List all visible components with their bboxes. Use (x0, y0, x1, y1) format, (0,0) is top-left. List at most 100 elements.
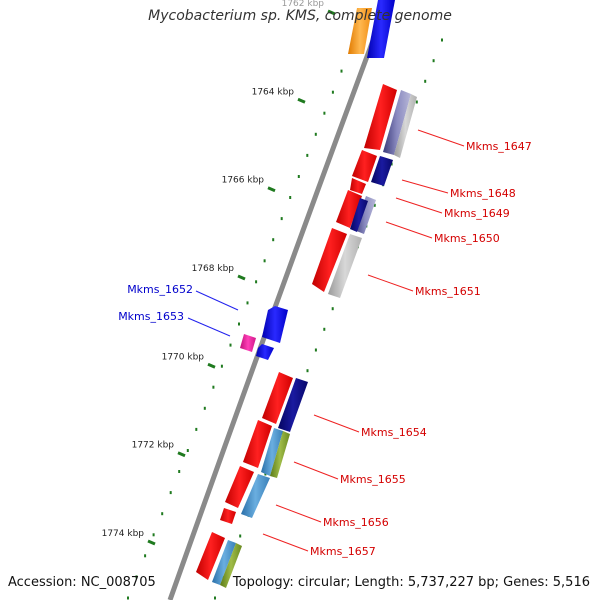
ring-dot (331, 90, 334, 94)
major-tick (147, 539, 156, 546)
ring-dot (246, 301, 249, 305)
gene-label[interactable]: Mkms_1649 (444, 207, 510, 220)
gene-label[interactable]: Mkms_1652 (127, 283, 193, 296)
leader-line (313, 414, 360, 433)
gene-label[interactable]: Mkms_1655 (340, 473, 406, 486)
gene-label[interactable]: Mkms_1653 (118, 310, 184, 323)
ring-dot (306, 153, 309, 157)
navy-feature (371, 156, 393, 186)
gene-label[interactable]: Mkms_1648 (450, 187, 516, 200)
ring-dot (214, 596, 216, 600)
ring-dot (144, 554, 147, 558)
ring-dot (263, 259, 266, 263)
olive-feature (220, 543, 242, 588)
ring-dot (169, 491, 172, 495)
forward-gene-arrow (367, 0, 395, 58)
gene-features (196, 0, 417, 588)
ring-dot (255, 280, 258, 284)
position-label: 1772 kbp (132, 441, 175, 451)
position-axis: 1762 kbp 1764 kbp 1766 kbp 1768 kbp 1770 kbp… (102, 0, 336, 546)
major-tick (297, 97, 306, 104)
forward-gene-arrow (196, 532, 225, 580)
major-tick (267, 186, 276, 193)
ring-dot (280, 217, 283, 221)
position-label: 1768 kbp (192, 264, 235, 274)
position-label: 1774 kbp (102, 529, 145, 539)
ring-dot (220, 364, 223, 368)
map-title: Mycobacterium sp. KMS, complete genome (148, 8, 452, 24)
ring-dot (161, 512, 164, 516)
outer-tick-ring (127, 48, 351, 600)
leader-line (395, 197, 443, 214)
ring-dot (340, 69, 343, 73)
topology-summary: Topology: circular; Length: 5,737,227 bp… (232, 575, 590, 590)
position-label: 1770 kbp (162, 352, 205, 362)
leader-line (275, 504, 322, 523)
magenta-feature (240, 334, 256, 352)
position-label: 1764 kbp (252, 87, 295, 97)
ring-dot (297, 175, 300, 178)
forward-gene-arrow (312, 228, 347, 292)
ring-dot (432, 59, 435, 63)
forward-gene-arrow (220, 508, 236, 524)
ring-dot (323, 111, 326, 115)
ring-dot (212, 385, 215, 389)
ring-dot (152, 533, 155, 537)
forward-gene-arrow (364, 84, 397, 150)
ring-dot (306, 369, 309, 373)
major-tick (177, 451, 186, 458)
ring-dot (272, 238, 275, 242)
ring-dot (229, 343, 232, 347)
leader-line (367, 274, 414, 292)
leader-line (385, 221, 433, 239)
ring-dot (203, 406, 206, 410)
ring-dot (441, 38, 443, 42)
navy-feature (278, 378, 308, 432)
forward-gene-arrow (352, 150, 377, 182)
steel-feature (241, 474, 270, 518)
ring-dot (424, 79, 427, 83)
ring-dot (178, 470, 181, 473)
gene-label[interactable]: Mkms_1656 (323, 516, 389, 529)
genome-backbone (167, 0, 391, 600)
gene-label[interactable]: Mkms_1654 (361, 426, 427, 439)
ring-dot (323, 327, 326, 331)
accession-label: Accession: NC_008705 (8, 575, 156, 590)
leader-line (262, 533, 309, 552)
slate-feature (383, 90, 411, 155)
forward-gene-arrow (262, 372, 293, 424)
ring-dot (415, 100, 418, 104)
gene-label[interactable]: Mkms_1657 (310, 545, 376, 558)
navy-feature (350, 198, 368, 232)
major-tick (237, 274, 246, 281)
forward-gene-arrow (350, 178, 366, 194)
ring-dot (127, 596, 129, 600)
ring-dot (314, 132, 317, 136)
gene-label[interactable]: Mkms_1647 (466, 140, 532, 153)
forward-gene-arrow (225, 466, 254, 508)
ring-dot (135, 575, 138, 579)
forward-gene-arrow (336, 190, 362, 228)
gray-feature (328, 234, 362, 298)
leader-line (293, 461, 339, 480)
ring-dot (314, 348, 317, 352)
major-tick (327, 9, 336, 16)
ring-dot (264, 472, 267, 476)
position-label: 1766 kbp (222, 176, 265, 186)
orange-feature (348, 8, 372, 54)
major-tick (207, 362, 216, 369)
ring-dot (239, 534, 242, 538)
gene-label[interactable]: Mkms_1650 (434, 232, 500, 245)
reverse-gene-arrow (262, 306, 288, 343)
olive-feature (270, 431, 290, 478)
gene-label-leaders (187, 129, 465, 552)
ring-dot (195, 427, 198, 431)
leader-line (401, 179, 449, 194)
ring-dot (331, 307, 334, 311)
gene-label[interactable]: Mkms_1651 (415, 285, 481, 298)
leader-line (187, 317, 231, 337)
ring-dot (289, 196, 292, 199)
position-label: 1762 kbp (282, 0, 325, 9)
ring-dot (373, 203, 376, 207)
